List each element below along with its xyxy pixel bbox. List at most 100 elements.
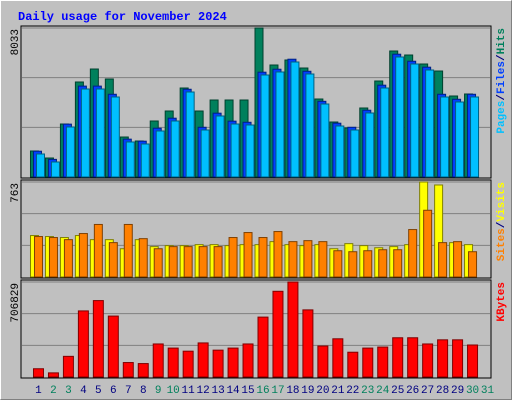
legend: Pages/Files/Hits: [496, 28, 508, 134]
y-tick-label: 706829: [10, 283, 22, 323]
bar: [260, 74, 270, 178]
bar: [362, 347, 374, 378]
bar: [392, 337, 404, 378]
legend-entry: Hits: [496, 28, 508, 54]
legend-separator: /: [496, 54, 508, 61]
bar: [170, 120, 180, 178]
legend-entry: Files: [496, 61, 508, 94]
x-tick-label: 3: [65, 385, 72, 397]
bar: [365, 112, 375, 178]
bar: [65, 126, 75, 178]
legend-separator: /: [496, 94, 508, 101]
bar: [167, 347, 179, 378]
bar: [138, 238, 148, 278]
bar: [77, 310, 89, 378]
bar: [63, 239, 73, 278]
plot-area: [20, 279, 492, 379]
bar: [213, 246, 223, 278]
x-tick-label: 27: [421, 385, 434, 397]
legend-entry: KBytes: [496, 282, 508, 322]
x-tick-label: 7: [125, 385, 132, 397]
bar: [438, 242, 448, 278]
legend-entry: Visits: [496, 182, 508, 222]
bar: [92, 300, 104, 378]
bar: [242, 343, 254, 378]
bar: [470, 96, 480, 178]
bar: [95, 88, 105, 178]
bar: [377, 346, 389, 378]
bar: [152, 343, 164, 378]
bar: [137, 363, 149, 378]
bar: [378, 249, 388, 278]
bar: [200, 129, 210, 178]
bar: [318, 241, 328, 278]
bar: [155, 130, 165, 178]
bar: [257, 316, 269, 378]
bar: [468, 251, 478, 278]
x-tick-label: 22: [346, 385, 359, 397]
x-tick-label: 11: [182, 385, 196, 397]
legend: KBytes: [496, 282, 508, 322]
bar: [243, 232, 253, 278]
x-tick-label: 29: [451, 385, 464, 397]
y-tick-label: 763: [10, 183, 22, 203]
legend: Sites/Visits: [496, 182, 508, 261]
bar: [215, 115, 225, 178]
x-tick-label: 19: [301, 385, 314, 397]
bar: [347, 351, 359, 378]
bar: [302, 309, 314, 378]
bar: [272, 290, 284, 378]
bar: [455, 101, 465, 178]
bar: [47, 372, 59, 378]
bar: [212, 349, 224, 378]
bar: [62, 355, 74, 378]
bar: [33, 236, 43, 278]
bar: [182, 350, 194, 378]
bar: [123, 223, 133, 278]
bar: [408, 229, 418, 278]
x-tick-label: 23: [361, 385, 374, 397]
bar: [35, 153, 45, 178]
bar: [80, 88, 90, 178]
bar: [78, 233, 88, 278]
bar: [453, 241, 463, 278]
x-tick-label: 8: [140, 385, 147, 397]
x-tick-label: 20: [316, 385, 329, 397]
bar: [110, 96, 120, 178]
bar: [185, 91, 195, 178]
legend-entry: Pages: [496, 101, 508, 134]
bar: [290, 61, 300, 178]
x-tick-label: 16: [256, 385, 269, 397]
bar: [287, 281, 299, 378]
bar: [332, 338, 344, 378]
bar: [410, 63, 420, 178]
bar: [437, 339, 449, 378]
x-tick-label: 6: [110, 385, 117, 397]
bar: [452, 339, 464, 378]
x-tick-label: 4: [80, 385, 87, 397]
bar: [93, 223, 103, 278]
bar: [32, 368, 44, 378]
bar: [183, 246, 193, 278]
x-tick-label: 30: [466, 385, 479, 397]
bar: [168, 246, 178, 278]
bar: [122, 362, 134, 378]
bar: [425, 69, 435, 178]
bar: [393, 249, 403, 278]
bar: [440, 96, 450, 178]
bar: [230, 123, 240, 178]
bar: [198, 246, 208, 278]
bar: [350, 129, 360, 178]
bar: [333, 250, 343, 278]
bar: [288, 241, 298, 278]
x-tick-label: 2: [50, 385, 57, 397]
bar: [363, 250, 373, 278]
bar: [245, 124, 255, 178]
bar: [467, 344, 479, 378]
bar: [50, 161, 60, 178]
x-tick-label: 17: [271, 385, 284, 397]
x-tick-label: 10: [167, 385, 180, 397]
bar: [273, 231, 283, 278]
